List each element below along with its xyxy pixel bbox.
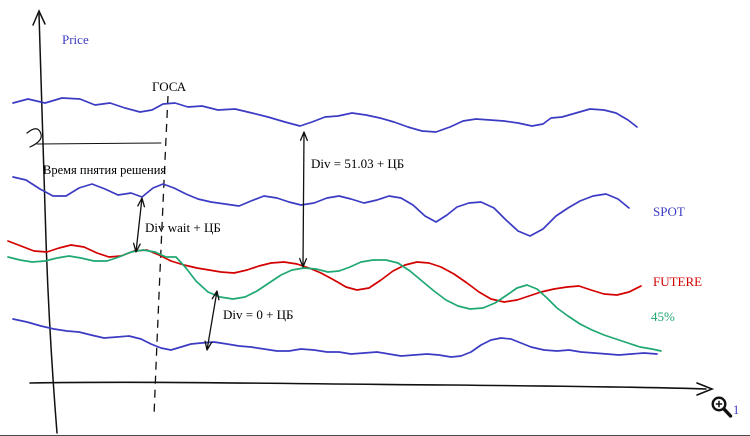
curve-upper-blue-band: [12, 97, 638, 133]
curve-spot: [12, 176, 630, 237]
axis-squiggle: [26, 128, 42, 148]
x-axis: [29, 381, 707, 390]
y-axis: [38, 13, 58, 434]
div-wait-label: Div wait + ЦБ: [145, 220, 221, 235]
decision-time-label: Время пнятия решения: [43, 163, 167, 177]
gosa-dashed-line: [153, 95, 169, 417]
curve-forty-five-percent: [7, 249, 662, 352]
futere-series-label: FUTERE: [653, 274, 703, 289]
x-axis-arrowhead-icon: [696, 382, 715, 396]
double-arrow-div_zero: [204, 290, 220, 351]
curves-layer: [7, 97, 662, 358]
decision-level-tick: [36, 142, 162, 145]
double-arrow-div_wait: [132, 197, 146, 253]
spot-series-label: SPOT: [653, 204, 685, 219]
div-5103-label: Div = 51.03 + ЦБ: [311, 156, 405, 171]
div-zero-label: Div = 0 + ЦБ: [223, 307, 294, 322]
double-arrow-div_top: [299, 131, 308, 268]
zoom-in-icon[interactable]: [711, 396, 733, 418]
curve-futere: [7, 240, 642, 303]
y-axis-label: Price: [62, 32, 89, 47]
axes: [26, 9, 715, 434]
y-axis-arrowhead-icon: [32, 9, 46, 26]
annotation-arrows: [132, 131, 308, 351]
gosa-label: ГОСА: [152, 79, 187, 94]
pct45-series-label: 45%: [651, 309, 675, 324]
zoom-page-number: 1: [733, 403, 740, 417]
curve-lower-blue-band: [12, 318, 658, 358]
